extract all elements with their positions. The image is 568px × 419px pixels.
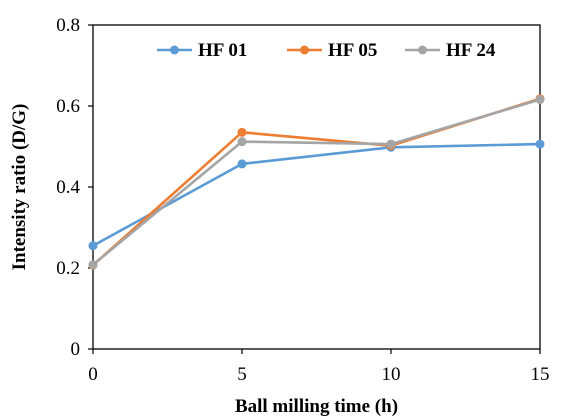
legend-label: HF 24 bbox=[446, 40, 496, 61]
y-tick-label: 0 bbox=[71, 339, 81, 360]
axes bbox=[92, 24, 541, 350]
x-axis-title: Ball milling time (h) bbox=[235, 396, 398, 417]
legend-label: HF 05 bbox=[328, 40, 377, 61]
data-point bbox=[88, 241, 98, 251]
x-tick-label: 0 bbox=[88, 364, 98, 385]
x-tick-label: 10 bbox=[382, 364, 401, 385]
series-hf-05 bbox=[88, 94, 545, 270]
series-hf-01 bbox=[88, 139, 545, 251]
y-tick-label: 0.6 bbox=[56, 96, 80, 117]
x-axis-ticks: 0 5 10 15 bbox=[88, 349, 550, 385]
series-line bbox=[92, 98, 541, 266]
data-point bbox=[237, 137, 247, 147]
legend-item: HF 05 bbox=[287, 40, 377, 61]
legend-marker bbox=[418, 45, 427, 55]
data-point bbox=[237, 127, 247, 137]
y-tick-label: 0.2 bbox=[56, 258, 80, 279]
legend-label: HF 01 bbox=[198, 40, 247, 61]
data-point bbox=[535, 95, 545, 105]
data-point bbox=[535, 139, 545, 149]
series-line bbox=[92, 97, 541, 267]
legend-marker bbox=[170, 45, 179, 55]
legend: HF 01 HF 05 HF 24 bbox=[157, 40, 496, 61]
plot-frame bbox=[92, 24, 541, 350]
data-point bbox=[88, 260, 98, 270]
legend-item: HF 01 bbox=[157, 40, 247, 61]
y-axis-title: Intensity ratio (D/G) bbox=[9, 104, 30, 271]
y-axis-ticks: 0 0.2 0.4 0.6 0.8 bbox=[56, 15, 93, 360]
y-tick-label: 0.4 bbox=[56, 177, 80, 198]
data-point bbox=[386, 139, 396, 149]
x-tick-label: 5 bbox=[237, 364, 247, 385]
legend-item: HF 24 bbox=[405, 40, 496, 61]
series-line bbox=[92, 142, 541, 247]
x-tick-label: 15 bbox=[531, 364, 550, 385]
series-hf-24 bbox=[88, 95, 545, 270]
y-tick-label: 0.8 bbox=[56, 15, 80, 36]
legend-marker bbox=[300, 45, 309, 55]
data-point bbox=[237, 159, 247, 169]
series-layer bbox=[88, 94, 545, 270]
